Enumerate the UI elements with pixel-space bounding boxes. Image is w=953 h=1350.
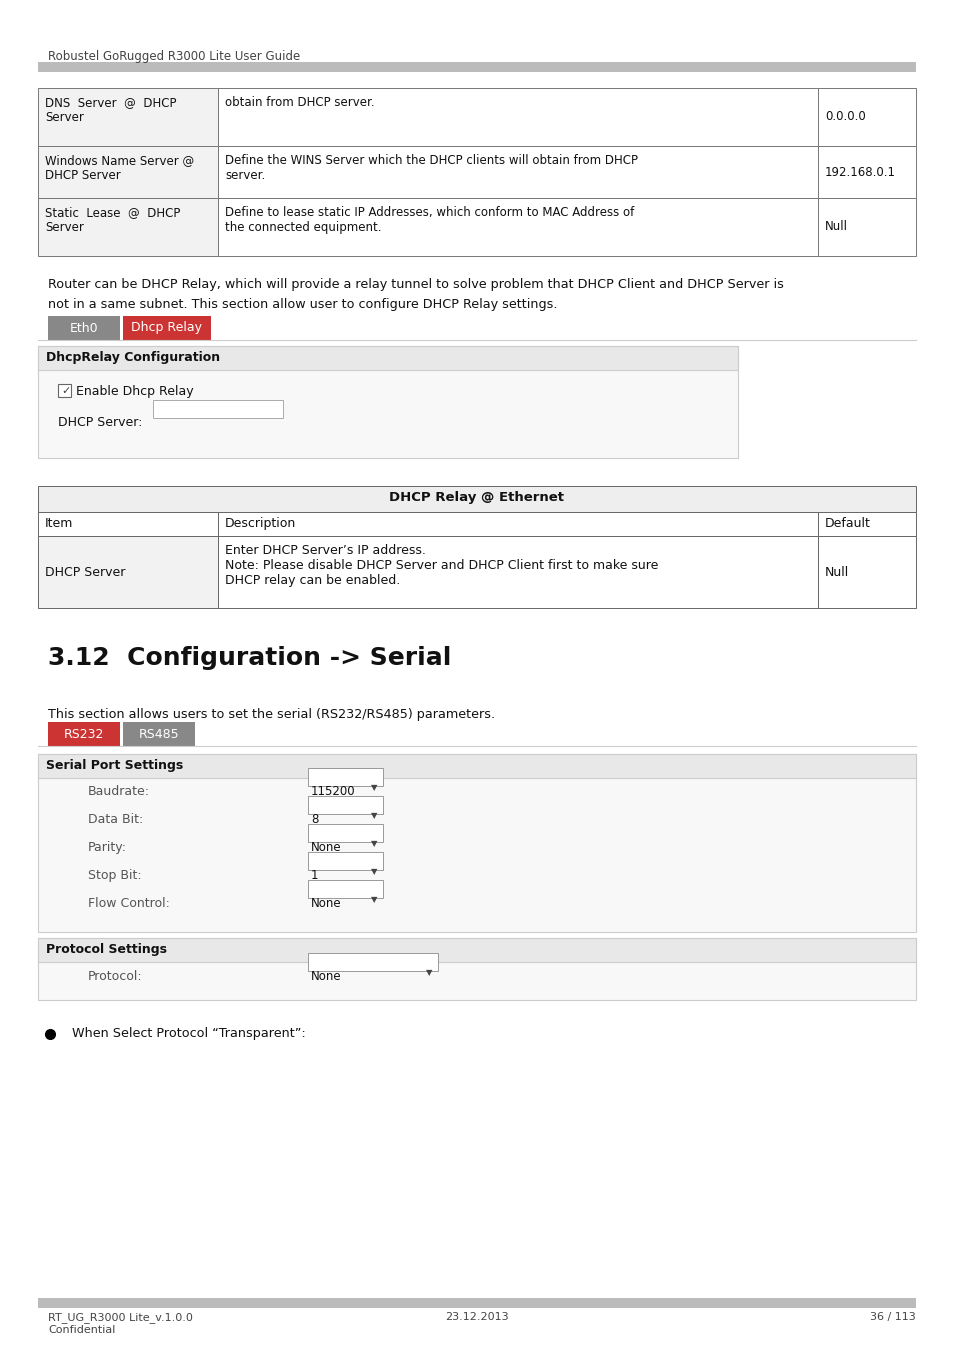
Text: Null: Null — [824, 220, 847, 234]
Bar — [308, 824, 382, 842]
Text: DHCP Server:: DHCP Server: — [58, 416, 142, 429]
Bar — [817, 198, 915, 256]
Bar — [123, 722, 194, 747]
Bar — [308, 796, 382, 814]
Text: This section allows users to set the serial (RS232/RS485) parameters.: This section allows users to set the ser… — [48, 707, 495, 721]
Text: Define the WINS Server which the DHCP clients will obtain from DHCP
server.: Define the WINS Server which the DHCP cl… — [225, 154, 638, 182]
Bar — [38, 938, 915, 1000]
Text: Default: Default — [824, 517, 870, 531]
Text: Protocol Settings: Protocol Settings — [46, 944, 167, 956]
Bar — [38, 1297, 915, 1308]
Text: RS485: RS485 — [138, 728, 179, 741]
Bar — [58, 383, 71, 397]
Bar — [38, 512, 218, 536]
Text: ▼: ▼ — [371, 811, 377, 819]
Text: None: None — [311, 841, 341, 855]
Text: When Select Protocol “Transparent”:: When Select Protocol “Transparent”: — [71, 1027, 305, 1041]
Text: 36 / 113: 36 / 113 — [869, 1312, 915, 1322]
Text: 192.168.0.1: 192.168.0.1 — [824, 166, 895, 178]
Bar — [38, 346, 738, 370]
Text: 1: 1 — [311, 869, 318, 882]
Text: Item: Item — [45, 517, 73, 531]
Text: Enter DHCP Server’s IP address.
Note: Please disable DHCP Server and DHCP Client: Enter DHCP Server’s IP address. Note: Pl… — [225, 544, 658, 587]
Bar — [218, 198, 817, 256]
Bar — [38, 938, 915, 963]
Text: Stop Bit:: Stop Bit: — [88, 869, 141, 882]
Text: Baudrate:: Baudrate: — [88, 784, 150, 798]
Text: 8: 8 — [311, 813, 318, 826]
Text: Parity:: Parity: — [88, 841, 127, 855]
Text: 3.12  Configuration -> Serial: 3.12 Configuration -> Serial — [48, 647, 451, 670]
Text: None: None — [311, 971, 341, 983]
Bar — [38, 346, 738, 458]
Text: 115200: 115200 — [311, 784, 355, 798]
Bar — [218, 88, 817, 146]
Text: Null: Null — [824, 566, 848, 579]
Bar — [38, 536, 218, 608]
Text: Dhcp Relay: Dhcp Relay — [132, 321, 202, 335]
Text: 23.12.2013: 23.12.2013 — [445, 1312, 508, 1322]
Text: Flow Control:: Flow Control: — [88, 896, 170, 910]
Text: ▼: ▼ — [371, 895, 377, 905]
Bar — [817, 88, 915, 146]
Text: 0.0.0.0: 0.0.0.0 — [824, 111, 864, 123]
Bar — [308, 880, 382, 898]
Bar — [817, 146, 915, 198]
Text: Protocol:: Protocol: — [88, 971, 143, 983]
Text: Static  Lease  @  DHCP
Server: Static Lease @ DHCP Server — [45, 207, 180, 234]
Bar — [817, 512, 915, 536]
Bar — [123, 316, 211, 340]
Text: Data Bit:: Data Bit: — [88, 813, 143, 826]
Text: Define to lease static IP Addresses, which conform to MAC Address of
the connect: Define to lease static IP Addresses, whi… — [225, 207, 634, 234]
Text: RT_UG_R3000 Lite_v.1.0.0
Confidential: RT_UG_R3000 Lite_v.1.0.0 Confidential — [48, 1312, 193, 1335]
Text: Robustel GoRugged R3000 Lite User Guide: Robustel GoRugged R3000 Lite User Guide — [48, 50, 300, 63]
Text: RS232: RS232 — [64, 728, 104, 741]
Bar — [38, 198, 218, 256]
Bar — [218, 146, 817, 198]
Bar — [152, 400, 283, 418]
Bar — [308, 852, 382, 869]
Bar — [38, 62, 915, 72]
Bar — [38, 755, 915, 778]
Text: Router can be DHCP Relay, which will provide a relay tunnel to solve problem tha: Router can be DHCP Relay, which will pro… — [48, 278, 783, 292]
Text: DNS  Server  @  DHCP
Server: DNS Server @ DHCP Server — [45, 96, 176, 124]
Bar — [38, 755, 915, 932]
Text: None: None — [311, 896, 341, 910]
Text: ✓: ✓ — [61, 386, 71, 396]
Text: ▼: ▼ — [426, 968, 432, 977]
Text: ▼: ▼ — [371, 838, 377, 848]
Text: obtain from DHCP server.: obtain from DHCP server. — [225, 96, 375, 109]
Text: not in a same subnet. This section allow user to configure DHCP Relay settings.: not in a same subnet. This section allow… — [48, 298, 557, 311]
Bar — [218, 512, 817, 536]
Text: Serial Port Settings: Serial Port Settings — [46, 759, 183, 772]
Bar — [218, 536, 817, 608]
Text: DHCP Relay @ Ethernet: DHCP Relay @ Ethernet — [389, 491, 564, 504]
Bar — [308, 768, 382, 786]
Bar — [38, 88, 218, 146]
Text: Windows Name Server @
DHCP Server: Windows Name Server @ DHCP Server — [45, 154, 194, 182]
Text: ▼: ▼ — [371, 867, 377, 876]
Text: ▼: ▼ — [371, 783, 377, 792]
Text: Eth0: Eth0 — [70, 321, 98, 335]
Text: Description: Description — [225, 517, 296, 531]
Text: Enable Dhcp Relay: Enable Dhcp Relay — [76, 385, 193, 398]
Text: DHCP Server: DHCP Server — [45, 566, 125, 579]
Bar — [48, 722, 120, 747]
Bar — [817, 536, 915, 608]
Bar — [308, 953, 437, 971]
Bar — [38, 146, 218, 198]
Bar — [38, 486, 915, 512]
Text: DhcpRelay Configuration: DhcpRelay Configuration — [46, 351, 220, 364]
Bar — [48, 316, 120, 340]
